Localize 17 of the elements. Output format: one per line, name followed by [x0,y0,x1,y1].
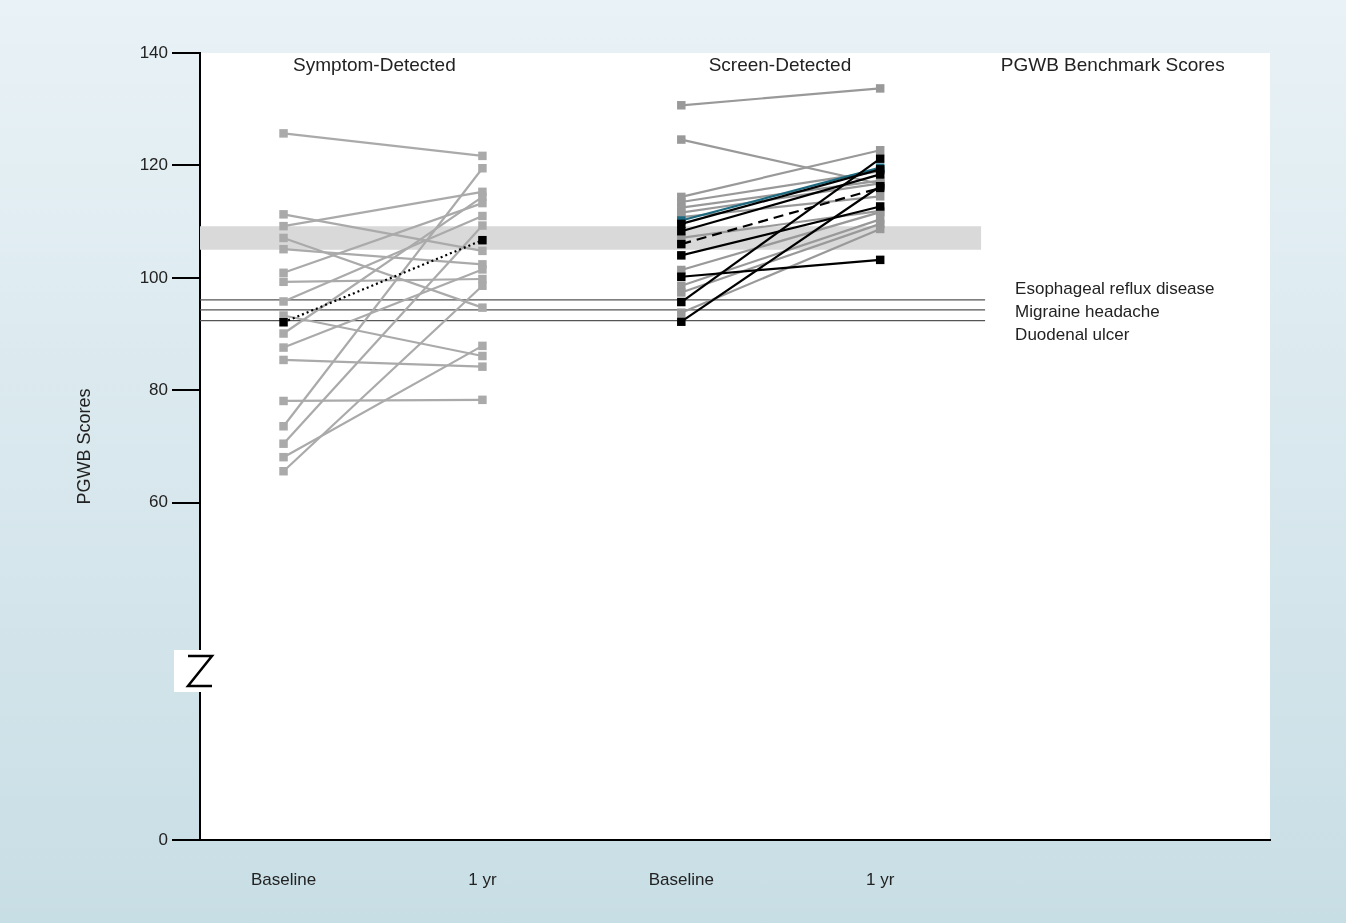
x-tick-label: 1 yr [866,869,895,889]
ref-line-label: Migraine headache [1015,302,1160,322]
text: PGWB Benchmark Scores [1000,54,1225,76]
y-tick-label: 100 [139,267,168,287]
y-tick-label: 80 [149,379,168,399]
annotation: Symptom-Detected [293,54,456,76]
ref-line-label: Duodenal ulcer [1015,325,1130,345]
x-tick-label: Baseline [648,869,714,889]
x-tick-label: 1 yr [468,869,497,889]
y-tick-label: 0 [158,829,168,849]
x-tick-label: Baseline [250,869,317,889]
y-tick-label: 120 [139,155,168,175]
annotation: Screen-Detected [708,54,852,76]
y-axis-title: PGWB Scores [73,388,94,505]
y-tick-label: 60 [149,492,168,512]
ref-line-label: Esophageal reflux disease [1015,279,1215,299]
y-tick-label: 140 [139,42,168,62]
